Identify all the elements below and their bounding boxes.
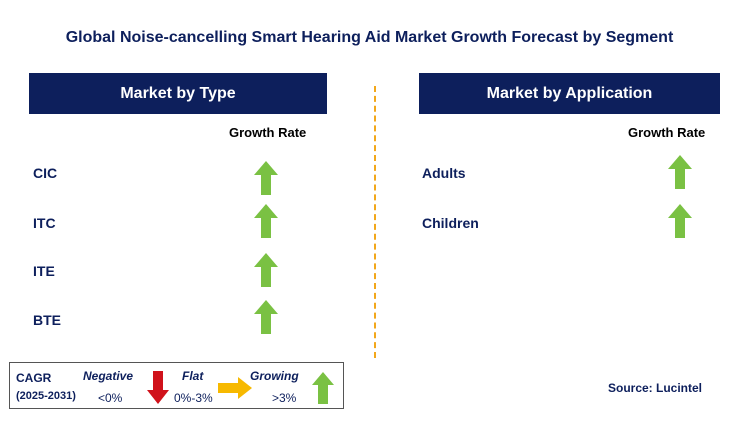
type-item-cic: CIC: [33, 165, 58, 181]
panel-divider: [374, 86, 376, 358]
up-arrow-icon: [254, 300, 278, 334]
down-arrow-icon: [147, 371, 169, 404]
up-arrow-icon: [254, 204, 278, 238]
application-item-children: Children: [422, 215, 479, 231]
cagr-legend: CAGR (2025-2031) Negative <0% Flat 0%-3%…: [9, 362, 344, 409]
type-item-itc: ITC: [33, 215, 56, 231]
page-title: Global Noise-cancelling Smart Hearing Ai…: [65, 29, 674, 46]
panel-header-type: Market by Type: [29, 73, 327, 114]
up-arrow-icon: [668, 204, 692, 238]
panel-header-application-label: Market by Application: [486, 84, 653, 102]
panel-header-type-label: Market by Type: [120, 84, 236, 102]
type-item-bte: BTE: [33, 312, 61, 328]
growth-rate-label-type: Growth Rate: [229, 125, 307, 140]
up-arrow-icon: [668, 155, 692, 189]
legend-period: (2025-2031): [16, 390, 76, 402]
up-arrow-icon: [312, 372, 334, 404]
legend-growing-range: >3%: [272, 391, 297, 405]
legend-negative-range: <0%: [98, 391, 123, 405]
legend-flat-label: Flat: [182, 369, 204, 383]
legend-flat-range: 0%-3%: [174, 391, 213, 405]
legend-cagr-label: CAGR: [16, 371, 52, 385]
legend-negative-label: Negative: [83, 369, 134, 383]
up-arrow-icon: [254, 161, 278, 195]
up-arrow-icon: [254, 253, 278, 287]
panel-header-application: Market by Application: [419, 73, 720, 114]
right-arrow-icon: [218, 377, 252, 399]
growth-rate-label-application: Growth Rate: [628, 125, 706, 140]
type-item-ite: ITE: [33, 263, 55, 279]
legend-growing-label: Growing: [250, 369, 299, 383]
source-label: Source: Lucintel: [608, 381, 703, 395]
application-item-adults: Adults: [422, 165, 466, 181]
